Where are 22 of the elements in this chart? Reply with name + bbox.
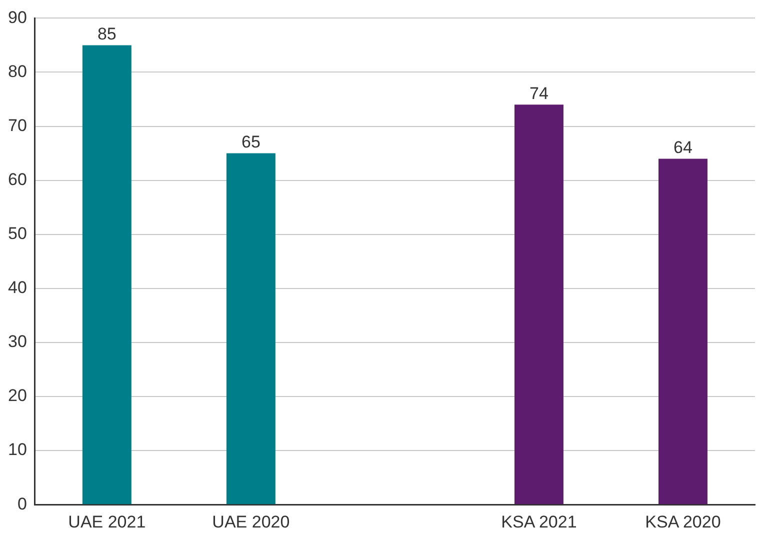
y-tick-label: 70 xyxy=(8,116,27,135)
data-label: 85 xyxy=(97,24,116,44)
x-tick-label: KSA 2021 xyxy=(501,512,577,532)
y-tick-label: 90 xyxy=(8,8,27,27)
data-label: 65 xyxy=(241,132,260,152)
y-tick-label: 30 xyxy=(8,332,27,352)
y-tick-label: 10 xyxy=(8,440,27,460)
bar xyxy=(226,153,276,504)
y-tick-label: 60 xyxy=(8,170,27,190)
data-label: 74 xyxy=(530,84,548,103)
data-label: 64 xyxy=(674,138,692,157)
y-tick-label: 80 xyxy=(8,62,27,81)
x-tick-label: KSA 2020 xyxy=(645,512,721,532)
bar xyxy=(514,104,564,504)
y-tick-label: 40 xyxy=(8,278,27,298)
y-tick-label: 50 xyxy=(8,224,27,244)
y-tick-label: 0 xyxy=(17,494,27,514)
x-tick-label: UAE 2020 xyxy=(212,512,290,532)
bar xyxy=(82,45,132,504)
x-tick-label: UAE 2021 xyxy=(68,512,146,532)
y-tick-label: 20 xyxy=(8,386,27,406)
bar xyxy=(658,158,708,504)
